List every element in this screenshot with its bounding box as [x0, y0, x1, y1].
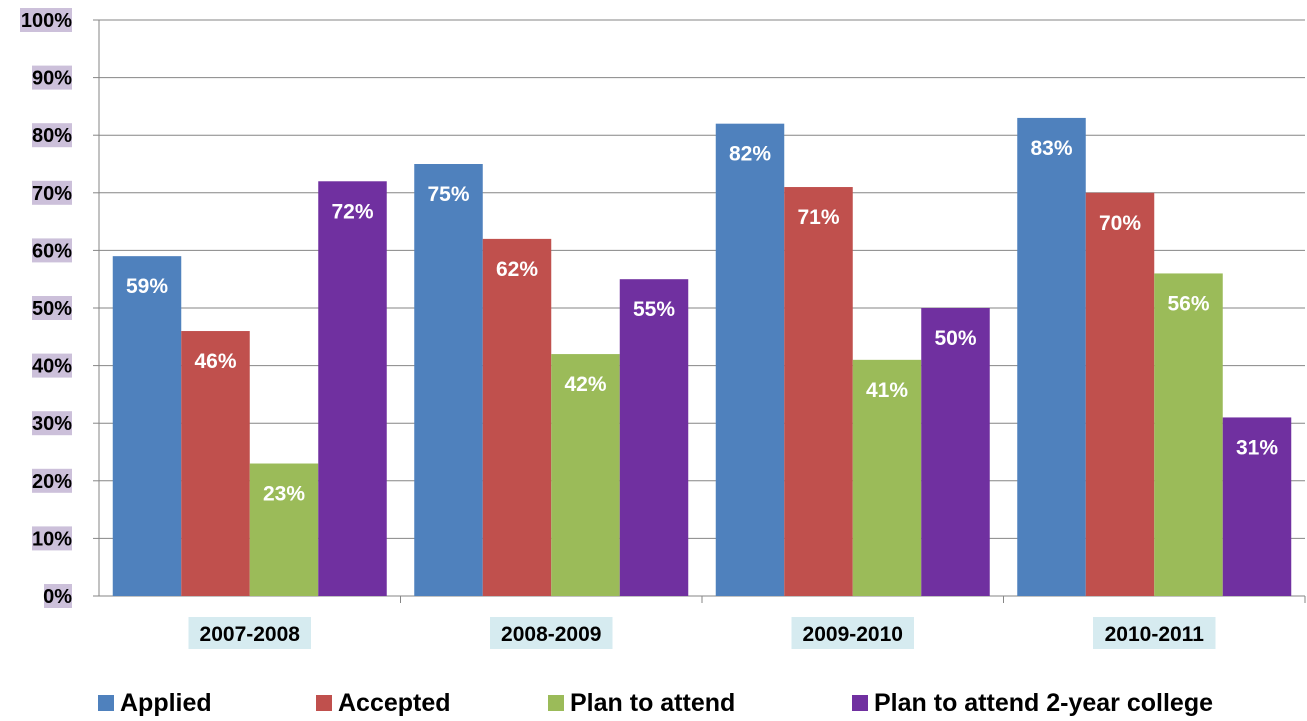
x-tick-label: 2008-2009 [501, 623, 601, 646]
legend: Applied Accepted Plan to attend Plan to … [98, 685, 1298, 721]
legend-item-plan-to-attend: Plan to attend [548, 685, 735, 721]
x-tick-label-bg [1093, 617, 1216, 649]
y-tick-label-bg [32, 353, 72, 378]
y-tick-label-bg [32, 65, 72, 90]
data-label: 83% [1030, 137, 1072, 160]
bar [482, 238, 552, 596]
y-tick-label-bg [20, 8, 72, 32]
legend-item-accepted: Accepted [316, 685, 451, 721]
y-tick-label: 40% [32, 356, 72, 378]
legend-label-applied: Applied [120, 688, 212, 717]
legend-swatch-plan-to-attend [548, 695, 564, 711]
x-tick-label: 2009-2010 [803, 623, 903, 646]
y-tick-label: 10% [32, 528, 72, 550]
data-label: 59% [126, 275, 168, 298]
bar [181, 331, 250, 596]
y-tick-label-bg [32, 296, 72, 320]
y-tick-label-bg [32, 238, 72, 263]
x-tick-label-bg [188, 617, 311, 649]
legend-item-applied: Applied [98, 685, 212, 721]
bar-chart: 0% 10% 20% 30% 40% 50% 60% 70% 80% 90% 100% 59% 46% 2… [20, 8, 1306, 649]
data-label: 42% [564, 373, 606, 396]
bar [112, 256, 182, 596]
data-label: 82% [729, 143, 771, 166]
legend-item-plan-to-attend-2-year-college: Plan to attend 2-year college [852, 685, 1213, 721]
data-label: 50% [934, 327, 976, 350]
data-label: 70% [1099, 212, 1141, 235]
x-tick-label: 2007-2008 [200, 623, 301, 646]
data-label: 56% [1167, 292, 1209, 315]
y-tick-label-bg [32, 180, 72, 205]
y-tick-label: 80% [32, 125, 72, 147]
y-tick-label-bg [32, 411, 72, 436]
y-tick-label: 100% [21, 10, 72, 32]
y-tick-label: 90% [32, 68, 72, 90]
legend-swatch-applied [98, 695, 114, 711]
bar [551, 354, 620, 596]
y-tick-label: 60% [32, 240, 72, 262]
y-tick-label: 0% [43, 586, 72, 608]
data-label: 62% [496, 258, 538, 281]
y-tick-label-bg [32, 526, 72, 551]
legend-label-plan-to-attend: Plan to attend [570, 688, 736, 717]
legend-label-accepted: Accepted [338, 688, 451, 717]
bar [249, 463, 319, 596]
legend-swatch-accepted [316, 695, 332, 711]
data-label: 46% [194, 350, 236, 373]
bar [921, 308, 990, 596]
bar [414, 164, 483, 596]
data-label: 72% [331, 200, 373, 223]
data-label: 41% [866, 379, 908, 402]
y-tick-label: 30% [32, 413, 72, 435]
y-tick-label: 70% [32, 183, 72, 205]
legend-label-plan-to-attend-2-year-college: Plan to attend 2-year college [874, 688, 1213, 717]
bar [852, 359, 922, 596]
bar [619, 279, 689, 596]
data-label: 31% [1236, 436, 1278, 459]
y-tick-label: 20% [32, 471, 72, 493]
bar [1017, 117, 1086, 597]
data-label: 75% [427, 183, 469, 206]
bar [1085, 192, 1155, 597]
data-label: 55% [633, 298, 675, 321]
x-tick-label: 2010-2011 [1105, 623, 1205, 646]
bar [1154, 273, 1223, 596]
x-tick-label-bg [490, 617, 613, 649]
x-tick-label-bg [791, 617, 914, 649]
legend-swatch-plan-to-attend-2-year-college [852, 695, 868, 711]
bar [1222, 417, 1292, 596]
y-tick-label: 50% [32, 298, 72, 320]
data-label: 23% [263, 483, 305, 506]
y-tick-label-bg [32, 123, 72, 148]
bar [784, 187, 853, 597]
bar [318, 181, 387, 596]
y-tick-label-bg [32, 468, 72, 493]
y-tick-label-bg [44, 584, 72, 608]
data-label: 71% [797, 206, 839, 229]
bar [715, 123, 785, 597]
